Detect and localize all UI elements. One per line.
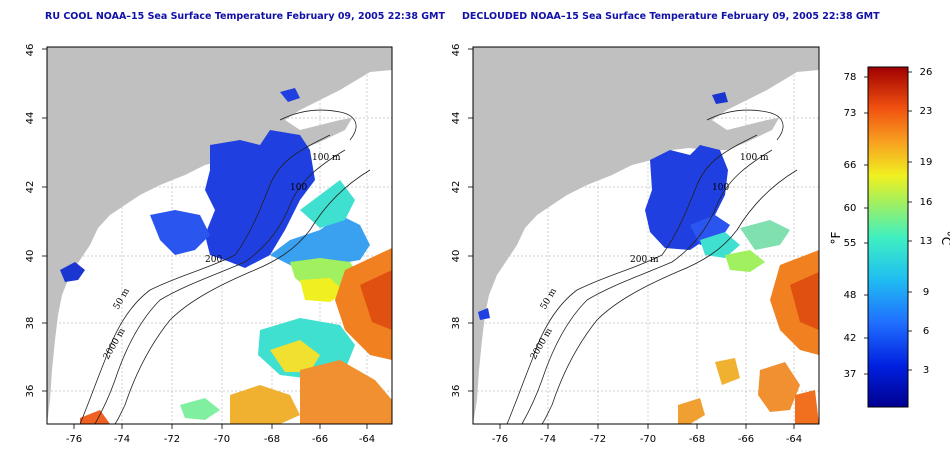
lat-tick-label: 44 — [25, 112, 36, 125]
left-contours — [79, 109, 371, 424]
fahrenheit-tick: 73 — [844, 108, 857, 119]
right-map-title: DECLOUDED NOAA–15 Sea Surface Temperatur… — [462, 11, 880, 22]
lat-tick-label: 40 — [25, 250, 36, 263]
lon-tick-label: -66 — [738, 434, 754, 445]
lon-tick-label: -64 — [786, 434, 802, 445]
right-map-frame — [472, 46, 820, 425]
celsius-ticks: 26 23 19 16 13 9 6 3 — [920, 67, 933, 376]
left-map-frame — [46, 46, 393, 425]
contour-label: 100 — [290, 183, 307, 193]
left-lat-tick-labels: 36 38 40 42 44 46 — [25, 44, 36, 398]
fahrenheit-ticks: 78 73 66 60 55 48 42 37 — [844, 72, 857, 380]
left-map: 100 m 100 200 50 m 2000 m -76 -74 -72 -7… — [25, 44, 393, 445]
left-land-mass — [47, 47, 392, 424]
lat-tick-label: 40 — [451, 250, 462, 263]
right-tick-marks — [468, 48, 795, 429]
left-sst-data — [60, 88, 392, 424]
lon-tick-label: -72 — [590, 434, 606, 445]
right-contours — [506, 109, 798, 424]
lon-tick-label: -70 — [214, 434, 230, 445]
lon-tick-label: -64 — [359, 434, 375, 445]
lon-tick-label: -74 — [114, 434, 130, 445]
fahrenheit-tick: 42 — [844, 333, 857, 344]
celsius-tick: 6 — [923, 326, 929, 337]
left-map-title: RU COOL NOAA–15 Sea Surface Temperature … — [45, 11, 445, 22]
lat-tick-label: 46 — [25, 44, 36, 57]
fahrenheit-tick: 78 — [844, 72, 857, 83]
lon-tick-label: -66 — [312, 434, 328, 445]
colorbar: 78 73 66 60 55 48 42 37 26 23 19 16 13 9… — [829, 66, 950, 408]
lon-tick-label: -70 — [640, 434, 656, 445]
celsius-unit-label: °C — [939, 231, 950, 245]
celsius-tick: 3 — [923, 365, 929, 376]
right-land-mass — [473, 47, 819, 424]
fahrenheit-unit-label: °F — [829, 231, 843, 244]
celsius-tick: 19 — [920, 157, 933, 168]
lat-tick-label: 44 — [451, 112, 462, 125]
fahrenheit-tick: 60 — [844, 203, 857, 214]
colorbar-gradient — [867, 66, 909, 408]
left-lon-tick-labels: -76 -74 -72 -70 -68 -66 -64 — [66, 434, 375, 445]
celsius-tick: 23 — [920, 106, 933, 117]
left-tick-marks — [42, 48, 368, 429]
fahrenheit-tick: 55 — [844, 238, 857, 249]
celsius-tick: 16 — [920, 197, 933, 208]
celsius-tick: 9 — [923, 287, 929, 298]
right-map: 100 m 100 200 m 50 m 2000 m -76 -74 -72 … — [451, 44, 820, 445]
lon-tick-label: -72 — [164, 434, 180, 445]
lon-tick-label: -68 — [689, 434, 705, 445]
lat-tick-label: 38 — [451, 317, 462, 330]
contour-label: 200 — [205, 255, 222, 265]
right-sst-data — [478, 92, 819, 424]
right-lat-tick-labels: 36 38 40 42 44 46 — [451, 44, 462, 398]
lon-tick-label: -74 — [540, 434, 556, 445]
lon-tick-label: -76 — [492, 434, 508, 445]
lat-tick-label: 36 — [451, 385, 462, 398]
colorbar-tick-marks — [864, 71, 912, 375]
lat-tick-label: 42 — [451, 181, 462, 194]
contour-label: 100 m — [740, 153, 769, 163]
lon-tick-label: -68 — [264, 434, 280, 445]
right-lon-tick-labels: -76 -74 -72 -70 -68 -66 -64 — [492, 434, 802, 445]
celsius-tick: 13 — [920, 236, 933, 247]
lon-tick-label: -76 — [66, 434, 82, 445]
contour-label: 200 m — [630, 255, 659, 265]
fahrenheit-tick: 37 — [844, 369, 857, 380]
fahrenheit-tick: 48 — [844, 290, 857, 301]
contour-label: 100 — [712, 183, 729, 193]
lat-tick-label: 36 — [25, 385, 36, 398]
lat-tick-label: 42 — [25, 181, 36, 194]
lat-tick-label: 46 — [451, 44, 462, 57]
celsius-tick: 26 — [920, 67, 933, 78]
fahrenheit-tick: 66 — [844, 160, 857, 171]
contour-label: 100 m — [312, 153, 341, 163]
lat-tick-label: 38 — [25, 317, 36, 330]
